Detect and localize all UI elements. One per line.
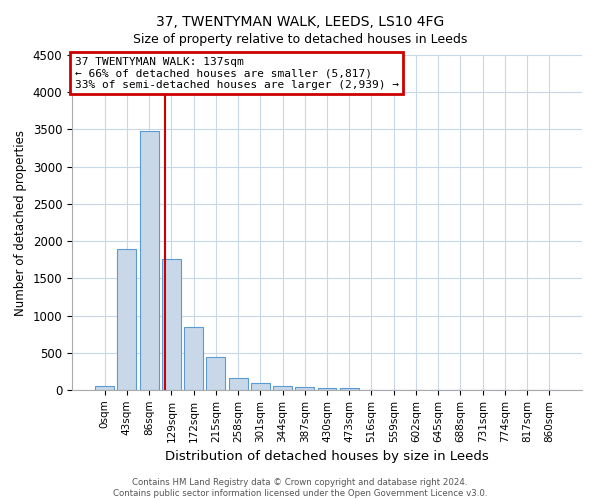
Bar (162, 259, 181, 390)
Bar (140, 131, 158, 390)
Bar (273, 386, 292, 390)
Bar (184, 328, 203, 390)
Bar (340, 388, 359, 390)
Bar (251, 384, 270, 390)
Bar (118, 248, 136, 390)
Text: Contains HM Land Registry data © Crown copyright and database right 2024.
Contai: Contains HM Land Registry data © Crown c… (113, 478, 487, 498)
Bar (295, 386, 314, 390)
Text: 37, TWENTYMAN WALK, LEEDS, LS10 4FG: 37, TWENTYMAN WALK, LEEDS, LS10 4FG (156, 15, 444, 29)
Bar (317, 388, 337, 390)
Bar (206, 356, 225, 390)
Bar (229, 378, 248, 390)
X-axis label: Distribution of detached houses by size in Leeds: Distribution of detached houses by size … (165, 450, 489, 463)
Text: 37 TWENTYMAN WALK: 137sqm
← 66% of detached houses are smaller (5,817)
33% of se: 37 TWENTYMAN WALK: 137sqm ← 66% of detac… (74, 56, 398, 90)
Text: Size of property relative to detached houses in Leeds: Size of property relative to detached ho… (133, 32, 467, 46)
Y-axis label: Number of detached properties: Number of detached properties (14, 130, 27, 316)
Bar (95, 386, 114, 390)
